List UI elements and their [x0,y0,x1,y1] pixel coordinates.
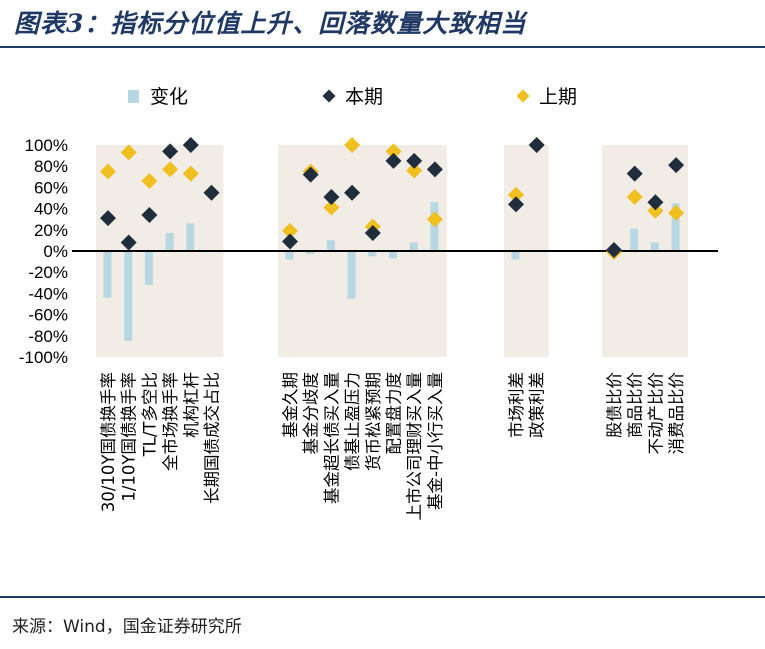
current-marker [647,194,664,211]
y-tick-label: -60% [28,306,68,325]
current-marker [385,152,402,169]
y-tick-label: -100% [19,348,68,367]
y-tick-label: 40% [34,200,68,219]
current-marker [668,157,685,174]
previous-marker [344,137,361,153]
chart-title: 图表3：指标分位值上升、回落数量大致相当 [14,9,527,38]
current-marker [606,241,622,258]
category-label: TL/T多空比 [140,372,159,457]
change-bar [165,232,174,251]
footer-rule [0,596,765,598]
category-label: 机构杠杆 [182,372,201,438]
previous-marker [282,222,298,239]
change-bar [144,251,153,285]
previous-marker [162,161,179,178]
change-bar [103,251,112,298]
category-label: 债基止盈压力 [343,372,362,471]
change-bar [368,251,377,257]
current-marker [364,224,381,241]
previous-marker [508,186,524,203]
chart-svg: 100% 80% 60% 40% 20% 0% -20% -40% -60% -80% -100% 3… [19,86,718,521]
legend-swatch-change [128,90,139,103]
category-label: 不动产比价 [646,372,665,455]
current-marker [626,165,643,182]
y-tick-label: 0% [43,242,68,261]
y-tick-label: 60% [34,178,68,197]
y-tick-label: -20% [28,263,68,282]
category-label: 股债比价 [605,372,624,438]
legend-label: 上期 [539,86,577,108]
category-label: 消费品比价 [667,372,686,455]
current-marker [203,184,220,201]
y-tick-label: 80% [34,157,68,176]
category-label: 上市公司理财买入量 [405,372,424,521]
category-label: 基金-中小行买入量 [426,372,445,510]
category-label: 商品比价 [626,372,645,438]
y-tick-label: -40% [28,284,68,303]
category-label: 政策利差 [528,372,547,438]
current-marker [426,161,443,178]
category-label: 全市场换手率 [161,372,180,471]
source-note: 来源：Wind，国金证券研究所 [12,617,242,637]
current-marker [508,196,524,213]
previous-marker [323,199,340,216]
previous-marker [141,173,158,190]
current-marker [141,206,158,223]
current-marker [302,166,319,183]
current-marker [528,137,545,153]
current-marker [162,143,179,160]
previous-marker [100,163,116,180]
previous-marker [182,165,199,182]
current-marker [100,210,116,227]
current-marker [344,184,361,201]
title-rule [0,46,765,48]
legend-swatch-current [322,89,336,103]
current-marker [406,152,423,169]
previous-marker [385,143,402,160]
legend-swatch-previous [516,89,530,103]
y-tick-label: 20% [34,221,68,240]
previous-marker [647,202,664,219]
change-bar [650,242,659,251]
change-bar [306,251,315,255]
category-label: 基金超长债买入量 [322,372,341,504]
category-label: 配置盘力度 [385,372,404,455]
change-bar [511,251,520,260]
change-bar [671,203,680,251]
legend-label: 变化 [150,86,188,108]
previous-marker [626,188,643,205]
category-label: 基金分歧度 [302,372,321,455]
previous-marker [426,211,443,228]
change-bar [285,251,294,260]
current-marker [182,137,199,153]
category-label: 货币松紧预期 [364,372,383,471]
change-bar [630,228,639,251]
category-label: 基金久期 [281,372,300,438]
y-tick-label: -80% [28,327,68,346]
previous-marker [120,144,137,161]
category-label: 30/10Y国债换手率 [99,372,118,512]
category-label: 长期国债成交占比 [203,372,222,504]
previous-marker [406,162,423,179]
change-bar [347,251,356,299]
change-bar [389,251,397,259]
category-label: 1/10Y国债换手率 [120,372,139,502]
change-bar [326,240,335,251]
change-bar [409,242,418,251]
legend-label: 本期 [345,86,383,108]
previous-marker [668,204,685,221]
category-label: 市场利差 [507,372,526,438]
change-bar [186,223,195,251]
current-marker [282,233,298,250]
y-tick-label: 100% [25,136,68,155]
change-bar [124,251,133,342]
current-marker [323,188,340,205]
current-marker [120,234,137,251]
